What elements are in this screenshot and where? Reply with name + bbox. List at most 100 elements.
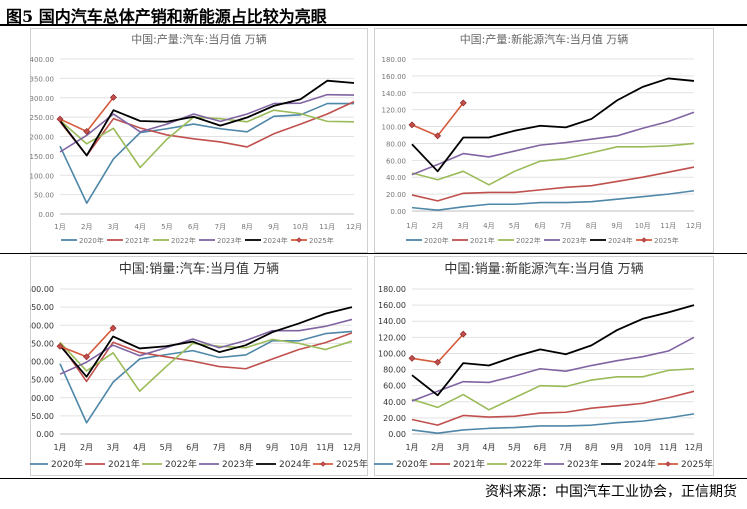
legend-label: 2023年 xyxy=(217,236,242,245)
chart-panel-sales-total: 中国:销量:汽车:当月值 万辆 0.00 50.00 100.00 150.00 200.… xyxy=(30,256,368,476)
data-point-2025年 xyxy=(408,354,416,362)
x-tick-label: 9月 xyxy=(611,222,622,230)
x-tick-label: 9月 xyxy=(611,443,624,452)
x-tick-label: 2月 xyxy=(81,223,92,231)
legend-label: 2025年 xyxy=(654,236,679,245)
x-tick-label: 7月 xyxy=(215,223,226,231)
legend-item: 2021年 xyxy=(452,236,495,245)
legend-label: 2024年 xyxy=(624,458,656,470)
series-line-2020年 xyxy=(59,102,354,204)
x-tick-label: 8月 xyxy=(585,443,598,452)
x-tick-label: 1月 xyxy=(405,443,418,452)
legend-item: 2023年 xyxy=(544,236,587,245)
y-tick-label: 250.00 xyxy=(30,339,54,348)
y-tick-label: 50.00 xyxy=(31,412,54,421)
x-tick-label: 12月 xyxy=(343,443,361,452)
legend-label: 2025年 xyxy=(681,458,713,470)
series-line-2020年 xyxy=(411,413,695,434)
series-line-2021年 xyxy=(59,332,353,383)
source-note: 资料来源：中国汽车工业协会，正信期货 xyxy=(485,484,737,500)
x-tick-label: 4月 xyxy=(483,222,494,230)
x-tick-label: 4月 xyxy=(482,443,495,452)
legend-item: 2020年 xyxy=(61,236,104,245)
x-tick-label: 6月 xyxy=(188,223,199,231)
chart-panel-sales-nev: 中国:销量:新能源汽车:当月值 万辆 0.00 20.00 40.00 60.00 80.… xyxy=(374,256,714,476)
chart-title: 中国:销量:新能源汽车:当月值 万辆 xyxy=(444,261,643,277)
series-line-2021年 xyxy=(411,390,695,426)
data-point-2025年 xyxy=(110,93,117,101)
x-tick-label: 5月 xyxy=(160,443,173,452)
y-tick-label: 400.00 xyxy=(30,56,54,64)
x-tick-label: 3月 xyxy=(457,443,470,452)
middle-rule xyxy=(0,253,747,254)
legend-label: 2021年 xyxy=(453,458,485,470)
chart-title: 中国:产量:汽车:当月值 万辆 xyxy=(131,32,267,46)
y-tick-label: 140.00 xyxy=(378,317,406,326)
chart-title: 中国:销量:汽车:当月值 万辆 xyxy=(119,261,279,277)
legend-marker xyxy=(665,461,671,467)
legend-label: 2025年 xyxy=(309,236,334,245)
x-tick-label: 6月 xyxy=(534,443,547,452)
x-tick-label: 1月 xyxy=(53,443,66,452)
data-point-2025年 xyxy=(459,330,467,338)
x-tick-label: 11月 xyxy=(659,443,677,452)
legend-marker xyxy=(641,237,647,243)
y-tick-label: 80.00 xyxy=(383,366,406,375)
x-tick-label: 7月 xyxy=(560,222,571,230)
legend-label: 2020年 xyxy=(79,236,104,245)
y-tick-label: 160.00 xyxy=(378,301,406,310)
legend-item: 2025年 xyxy=(658,458,713,470)
legend-label: 2020年 xyxy=(424,236,449,245)
x-tick-label: 8月 xyxy=(239,443,252,452)
x-tick-label: 4月 xyxy=(133,443,146,452)
legend-item: 2022年 xyxy=(498,236,541,245)
y-tick-label: 140.00 xyxy=(382,90,407,98)
data-point-2025年 xyxy=(83,353,90,361)
x-tick-label: 10月 xyxy=(290,443,308,452)
series-line-2025年 xyxy=(59,327,114,358)
y-tick-label: 300.00 xyxy=(30,321,54,330)
x-tick-label: 10月 xyxy=(634,443,652,452)
y-tick-label: 20.00 xyxy=(383,414,406,423)
series-line-2024年 xyxy=(411,77,695,173)
data-point-2025年 xyxy=(56,115,64,123)
legend-item: 2022年 xyxy=(153,236,196,245)
series-line-2022年 xyxy=(411,142,695,186)
x-tick-label: 2月 xyxy=(431,443,444,452)
y-tick-label: 100.00 xyxy=(30,172,54,180)
data-point-2025年 xyxy=(83,128,91,135)
x-tick-label: 5月 xyxy=(508,443,521,452)
y-tick-label: 50.00 xyxy=(34,192,54,200)
legend-item: 2025年 xyxy=(291,236,334,245)
series-line-2020年 xyxy=(411,189,695,211)
data-point-2025年 xyxy=(109,324,117,332)
y-tick-label: 0.00 xyxy=(390,208,406,216)
chart-title: 中国:产量:新能源汽车:当月值 万辆 xyxy=(460,32,629,46)
bottom-rule xyxy=(0,478,747,479)
legend-label: 2020年 xyxy=(396,458,428,470)
x-tick-label: 10月 xyxy=(635,222,651,230)
x-tick-label: 12月 xyxy=(686,222,702,230)
legend-label: 2024年 xyxy=(279,458,311,470)
x-tick-label: 10月 xyxy=(293,223,309,231)
chart-production-total: 中国:产量:汽车:当月值 万辆 0.00 50.00 100.00 150.00 200.… xyxy=(30,28,368,253)
legend-item: 2025年 xyxy=(636,236,679,245)
x-tick-label: 4月 xyxy=(134,223,145,231)
legend-label: 2022年 xyxy=(171,236,196,245)
x-tick-label: 6月 xyxy=(534,222,545,230)
data-point-2025年 xyxy=(459,99,467,107)
y-tick-label: 150.00 xyxy=(30,153,54,161)
legend-item: 2020年 xyxy=(30,458,83,470)
x-tick-label: 1月 xyxy=(406,222,417,230)
series-line-2023年 xyxy=(59,318,353,375)
series-line-2021年 xyxy=(411,166,695,202)
y-tick-label: 300.00 xyxy=(30,95,54,103)
y-tick-label: 250.00 xyxy=(30,114,54,122)
data-point-2025年 xyxy=(408,121,416,129)
x-tick-label: 2月 xyxy=(80,443,93,452)
chart-panel-production-total: 中国:产量:汽车:当月值 万辆 0.00 50.00 100.00 150.00 200.… xyxy=(30,28,368,253)
series-line-2020年 xyxy=(59,330,353,424)
y-tick-label: 20.00 xyxy=(386,191,406,199)
x-tick-label: 9月 xyxy=(266,443,279,452)
series-line-2025年 xyxy=(411,102,464,137)
